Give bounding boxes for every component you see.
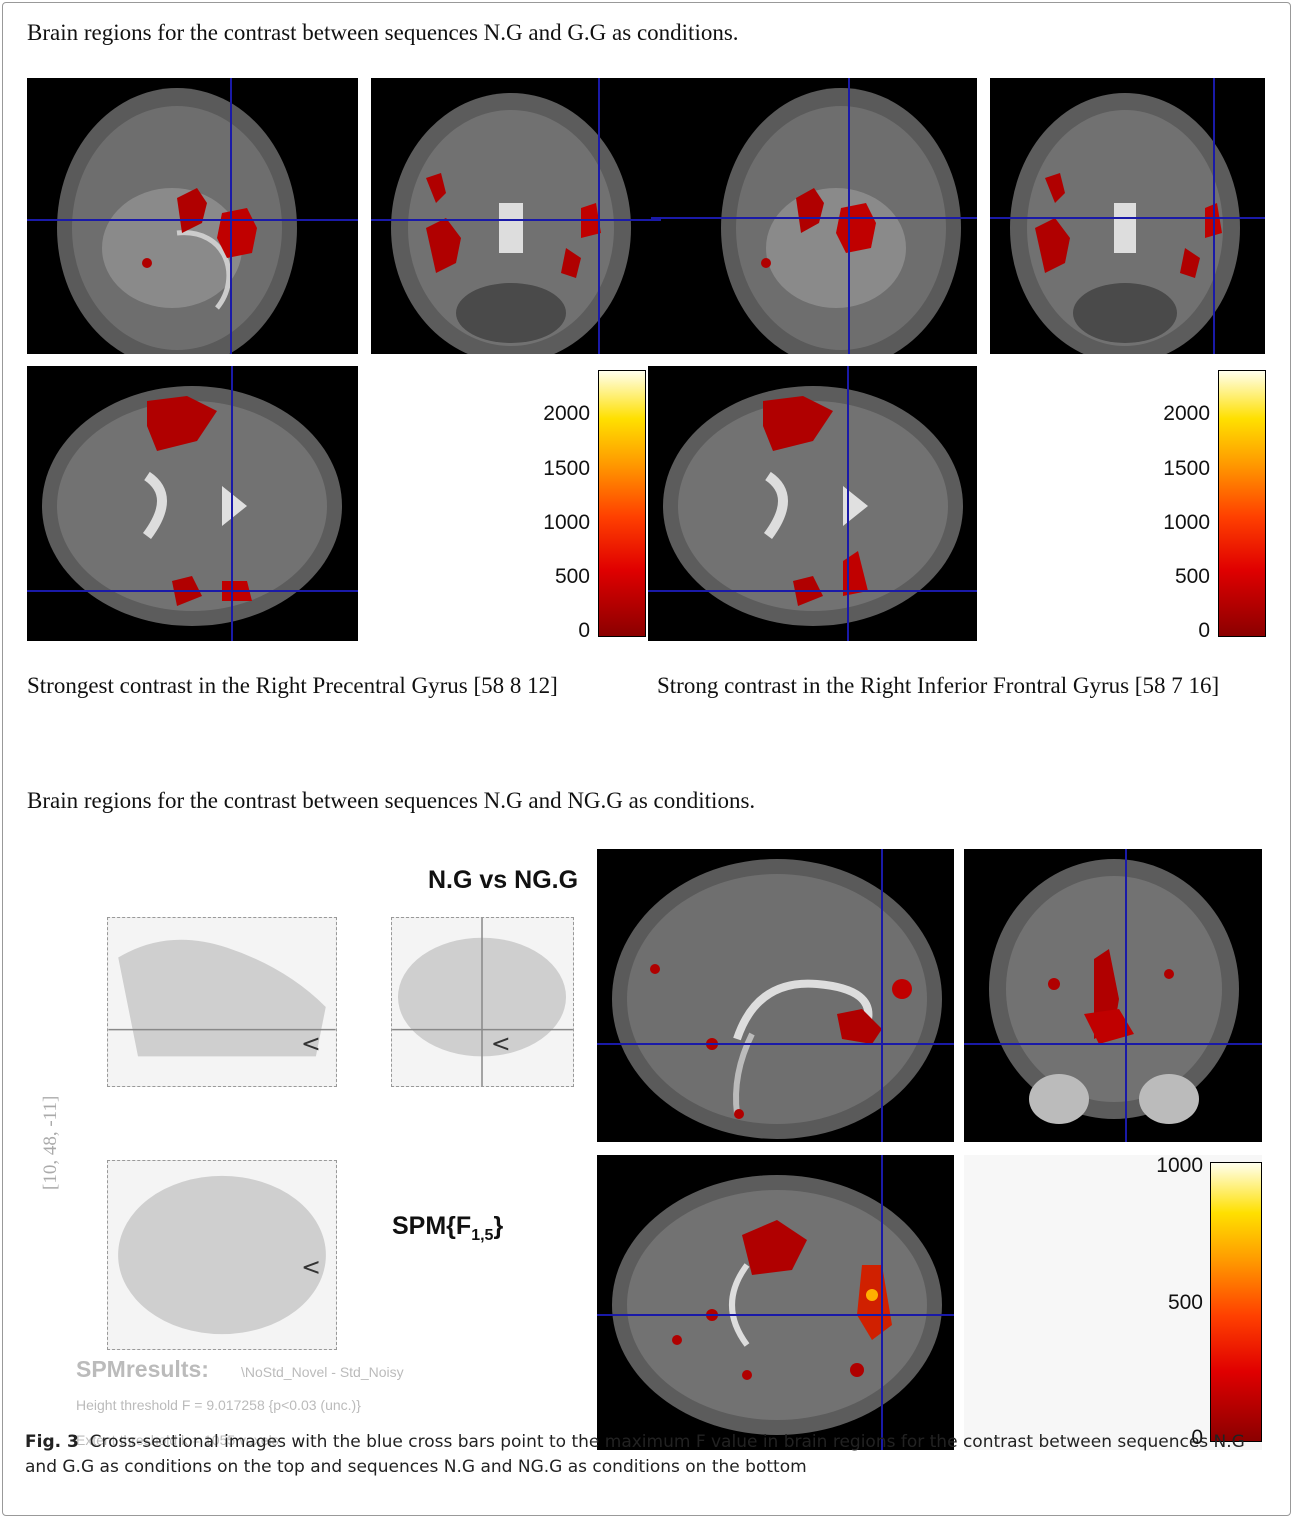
- svg-text:<: <: [301, 1029, 321, 1057]
- top-cbar1-tick-0: 0: [578, 619, 590, 642]
- sagittal-brain-image: [27, 78, 358, 354]
- svg-text:<: <: [491, 1029, 511, 1057]
- figure-caption: Fig. 3 Cross-sectional images with the b…: [25, 1430, 1275, 1480]
- top-cbar2-tick-1500: 1500: [1163, 457, 1210, 480]
- top-colorbar-2: [1218, 370, 1266, 637]
- glass-brain-axial: <: [107, 1160, 337, 1350]
- bottom-sagittal-brain-image: [597, 849, 954, 1142]
- coronal-brain-image-2: [990, 78, 1265, 354]
- bottom-cbar-tick-1000: 1000: [1156, 1154, 1203, 1177]
- coronal-brain-image: [371, 78, 977, 354]
- top-sagittal-panel-1: [27, 78, 358, 354]
- spm-label-suffix: }: [493, 1212, 504, 1240]
- top-cbar1-tick-1500: 1500: [543, 457, 590, 480]
- svg-text:<: <: [301, 1253, 321, 1281]
- bottom-axial-brain-image: [597, 1155, 954, 1450]
- spm-results-title: SPMresults:: [76, 1356, 209, 1382]
- coordinates-label: [10, 48, -11]: [40, 1095, 61, 1190]
- spm-label-subscript: 1,5: [471, 1227, 494, 1244]
- top-cbar2-tick-1000: 1000: [1163, 511, 1210, 534]
- bottom-sagittal-panel: [597, 849, 954, 1142]
- figure-caption-text: Cross-sectional images with the blue cro…: [25, 1432, 1245, 1477]
- bottom-cbar-tick-500: 500: [1167, 1291, 1203, 1314]
- top-caption-left: Strongest contrast in the Right Precentr…: [27, 673, 558, 698]
- spm-label: SPM{F1,5}: [392, 1212, 503, 1245]
- contrast-title: N.G vs NG.G: [428, 866, 579, 894]
- extent-threshold: Extent threshold k = 1055 voxels: [76, 1432, 279, 1448]
- bottom-coronal-brain-image: [964, 849, 1262, 1142]
- figure-label: Fig. 3: [25, 1432, 79, 1452]
- top-cbar2-tick-0: 0: [1198, 619, 1210, 642]
- top-cbar1-tick-500: 500: [554, 565, 590, 588]
- top-colorbar-1: [598, 370, 646, 637]
- top-cbar1-tick-2000: 2000: [543, 402, 590, 425]
- glass-brain-axial-image: <: [108, 1161, 336, 1349]
- top-coronal-sagittal-panel: [371, 78, 977, 354]
- top-axial-panel-1: [27, 366, 358, 641]
- spm-label-prefix: SPM{F: [392, 1212, 472, 1240]
- spm-results-name: \NoStd_Novel - Std_Noisy: [241, 1364, 404, 1380]
- top-axial-panel-2: [648, 366, 977, 641]
- top-caption-right: Strong contrast in the Right Inferior Fr…: [657, 673, 1220, 698]
- top-cbar2-tick-500: 500: [1174, 565, 1210, 588]
- glass-brain-sagittal-image: <: [108, 918, 336, 1086]
- glass-brain-coronal: <: [391, 917, 574, 1087]
- axial-brain-image: [27, 366, 358, 641]
- top-cbar1-tick-1000: 1000: [543, 511, 590, 534]
- glass-brain-coronal-image: <: [392, 918, 573, 1086]
- bottom-axial-panel: [597, 1155, 954, 1450]
- bottom-colorbar: [1210, 1162, 1262, 1442]
- bottom-coronal-panel: [964, 849, 1262, 1142]
- axial-brain-image-2: [648, 366, 977, 641]
- top-cbar2-tick-2000: 2000: [1163, 402, 1210, 425]
- top-coronal-panel-2: [990, 78, 1265, 354]
- height-threshold: Height threshold F = 9.017258 {p<0.03 (u…: [76, 1397, 361, 1413]
- bottom-cbar-tick-0: 0: [1191, 1426, 1203, 1449]
- bottom-section-heading: Brain regions for the contrast between s…: [27, 788, 756, 813]
- glass-brain-sagittal: <: [107, 917, 337, 1087]
- top-section-heading: Brain regions for the contrast between s…: [27, 20, 739, 45]
